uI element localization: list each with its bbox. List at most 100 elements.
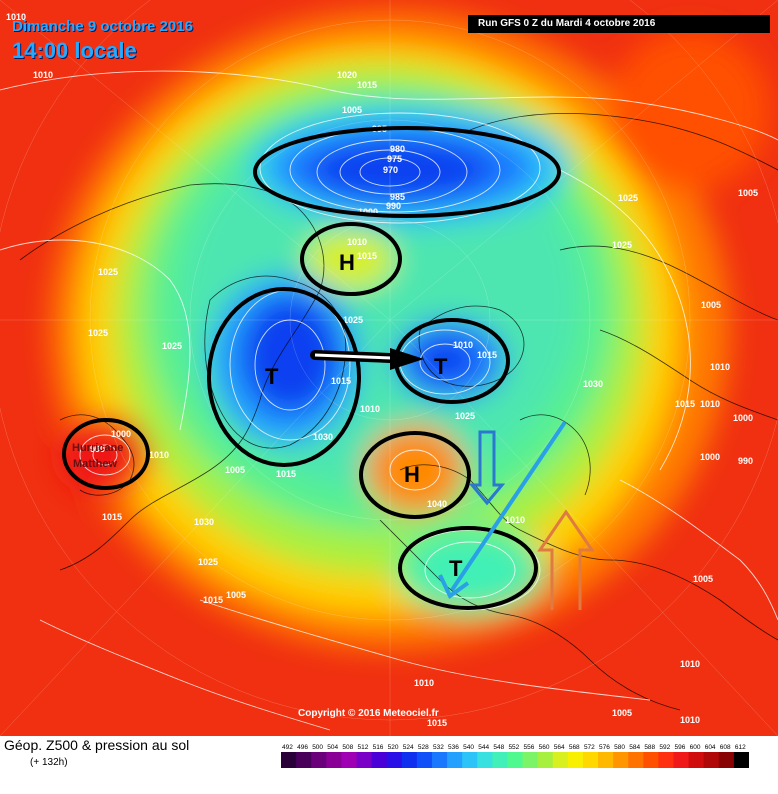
scale-swatch bbox=[447, 752, 463, 768]
isobar-label: 1015 bbox=[427, 718, 447, 728]
isobar-label: 1005 bbox=[225, 465, 245, 475]
scale-swatch bbox=[537, 752, 554, 768]
high-label: H bbox=[339, 250, 355, 275]
scale-swatch bbox=[281, 752, 297, 768]
isobar-label: 1025 bbox=[343, 315, 363, 325]
low-pressure-circle-west bbox=[207, 287, 361, 467]
scale-tick-label: 516 bbox=[373, 744, 384, 751]
scale-swatch bbox=[582, 752, 599, 768]
scale-swatch bbox=[311, 752, 327, 768]
scale-swatch bbox=[507, 752, 524, 768]
isobar-label: 1025 bbox=[198, 557, 218, 567]
isobar-label: 1010 bbox=[33, 70, 53, 80]
isobar-label: 1015 bbox=[357, 251, 377, 261]
scale-tick-label: 584 bbox=[629, 744, 640, 751]
scale-swatch bbox=[718, 752, 735, 768]
isobar-label: 1010 bbox=[700, 399, 720, 409]
scale-tick-label: 564 bbox=[554, 744, 565, 751]
isobar-label: 1005 bbox=[226, 590, 246, 600]
isobar-label: 990 bbox=[386, 201, 401, 211]
isobar-label: 1010 bbox=[710, 362, 730, 372]
scale-tick-label: 540 bbox=[463, 744, 474, 751]
scale-tick-label: 544 bbox=[478, 744, 489, 751]
isobar-label: 1025 bbox=[162, 341, 182, 351]
scale-tick-label: 520 bbox=[388, 744, 399, 751]
scale-tick-label: 548 bbox=[493, 744, 504, 751]
isobar-label: 990 bbox=[90, 444, 105, 454]
isobar-label: 1005 bbox=[693, 574, 713, 584]
scale-tick-label: 576 bbox=[599, 744, 610, 751]
low-label: T bbox=[434, 354, 448, 379]
scale-tick-label: 572 bbox=[584, 744, 595, 751]
svg-text:Matthew: Matthew bbox=[73, 458, 117, 470]
scale-tick-label: 524 bbox=[403, 744, 414, 751]
high-pressure-circle-north bbox=[300, 222, 402, 296]
coastlines bbox=[19, 113, 778, 711]
scale-tick-label: 604 bbox=[705, 744, 716, 751]
hurricane-circle bbox=[62, 418, 150, 490]
scale-swatch bbox=[733, 752, 749, 768]
scale-tick-label: 512 bbox=[357, 744, 368, 751]
isobar-label: 980 bbox=[390, 144, 405, 154]
scale-tick-label: 536 bbox=[448, 744, 459, 751]
isobar-label: 1040 bbox=[427, 499, 447, 509]
scale-tick-label: 504 bbox=[327, 744, 338, 751]
scale-tick-label: 580 bbox=[614, 744, 625, 751]
scale-tick-label: 556 bbox=[524, 744, 535, 751]
isobar-label: 1010 bbox=[347, 237, 367, 247]
scale-tick-label: 492 bbox=[282, 744, 293, 751]
low-label: T bbox=[449, 556, 463, 581]
scale-swatch bbox=[462, 752, 478, 768]
isobar-label: 1005 bbox=[342, 105, 362, 115]
isobar-label: 1025 bbox=[612, 240, 632, 250]
isobar-label: 1000 bbox=[358, 207, 378, 217]
isobar-label: 1015 bbox=[675, 399, 695, 409]
isobar-label: 1015 bbox=[331, 376, 351, 386]
scale-tick-label: 608 bbox=[720, 744, 731, 751]
isobar-label: 1010 bbox=[453, 340, 473, 350]
isobar-label: 1030 bbox=[313, 432, 333, 442]
scale-tick-label: 592 bbox=[659, 744, 670, 751]
arrow-head bbox=[390, 348, 424, 370]
scale-swatch bbox=[401, 752, 418, 768]
scale-tick-label: 532 bbox=[433, 744, 444, 751]
scale-swatch bbox=[567, 752, 584, 768]
scale-swatch bbox=[522, 752, 539, 768]
isobar-label: 1010 bbox=[149, 450, 169, 460]
annotations bbox=[62, 126, 561, 610]
isobar-label: 1000 bbox=[733, 413, 753, 423]
isobar-label: 1015 bbox=[477, 350, 497, 360]
arrow-low-movement-inner bbox=[314, 353, 393, 360]
isobar-label: 1025 bbox=[618, 193, 638, 203]
isobar-label: 1005 bbox=[738, 188, 758, 198]
hurricane-label: Hurricane Matthew bbox=[72, 442, 123, 470]
scale-tick-label: 496 bbox=[297, 744, 308, 751]
isobar-label: 1025 bbox=[88, 328, 108, 338]
isobar-label: 970 bbox=[383, 165, 398, 175]
isobar-label: 990 bbox=[738, 456, 753, 466]
isobar-label: 1025 bbox=[455, 411, 475, 421]
cold-air-arrow bbox=[450, 420, 567, 592]
low-label: T bbox=[265, 364, 279, 389]
copyright-text: Copyright © 2016 Meteociel.fr bbox=[298, 708, 439, 719]
isobar-label: 1010 bbox=[414, 678, 434, 688]
scale-swatch bbox=[688, 752, 705, 768]
scale-tick-label: 588 bbox=[644, 744, 655, 751]
scale-swatch bbox=[552, 752, 569, 768]
scale-swatch bbox=[703, 752, 720, 768]
isobar-label: 1030 bbox=[583, 379, 603, 389]
forecast-date: Dimanche 9 octobre 2016 bbox=[12, 18, 193, 35]
high-label: H bbox=[404, 462, 420, 487]
isobar-label: 1020 bbox=[337, 70, 357, 80]
scale-swatch bbox=[673, 752, 690, 768]
isobar-label: 1010 bbox=[680, 715, 700, 725]
isobar-label: 1000 bbox=[111, 429, 131, 439]
isobar-label: 1010 bbox=[505, 515, 525, 525]
isobar-label: 1015 bbox=[102, 512, 122, 522]
isobar-label: 1010 bbox=[360, 404, 380, 414]
isobar-label: 1005 bbox=[612, 708, 632, 718]
forecast-time: 14:00 locale bbox=[12, 38, 137, 63]
isobar-label: 1015 bbox=[203, 595, 223, 605]
isobar-label: 1015 bbox=[357, 80, 377, 90]
scale-swatch bbox=[356, 752, 373, 768]
